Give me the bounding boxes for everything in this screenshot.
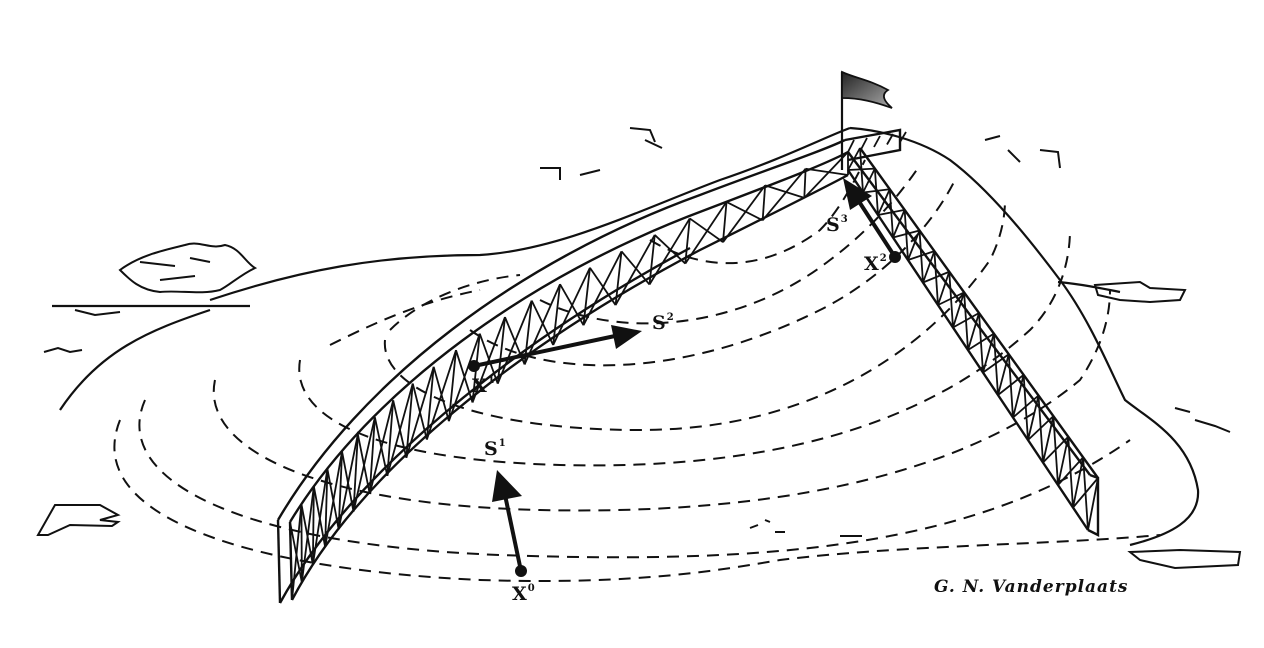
label-s1-base: S <box>484 438 498 460</box>
label-s3: S3 <box>826 213 848 236</box>
left-truss <box>276 138 849 604</box>
signature: G. N. Vanderplaats <box>934 577 1129 597</box>
left-truss-bracing <box>289 151 849 601</box>
label-x2-base: X <box>864 253 879 275</box>
label-s2-base: S <box>652 312 666 334</box>
label-s3-base: S <box>826 214 840 236</box>
label-s2-sup: 2 <box>666 311 674 323</box>
flag <box>840 70 893 170</box>
label-x1: X1 <box>472 374 495 397</box>
label-x2-sup: 2 <box>879 252 887 264</box>
hill-outline <box>52 126 1200 547</box>
label-x1-sup: 1 <box>487 374 495 386</box>
right-truss-bracing <box>847 131 1099 531</box>
label-x2: X2 <box>864 252 887 275</box>
arrow-s2 <box>468 325 642 372</box>
background-sketches <box>36 127 1242 570</box>
arrow-s3 <box>843 178 901 263</box>
label-x0-sup: 0 <box>527 582 535 594</box>
label-s1-sup: 1 <box>498 437 506 449</box>
arrow-s1 <box>492 470 527 577</box>
search-direction-arrows <box>468 178 901 577</box>
label-s2: S2 <box>652 311 674 334</box>
label-x0: X0 <box>512 582 535 605</box>
contour-lines <box>113 159 1161 582</box>
label-s3-sup: 3 <box>840 213 848 225</box>
label-x0-base: X <box>512 583 527 605</box>
label-s1: S1 <box>484 437 506 460</box>
label-x1-base: X <box>472 375 487 397</box>
